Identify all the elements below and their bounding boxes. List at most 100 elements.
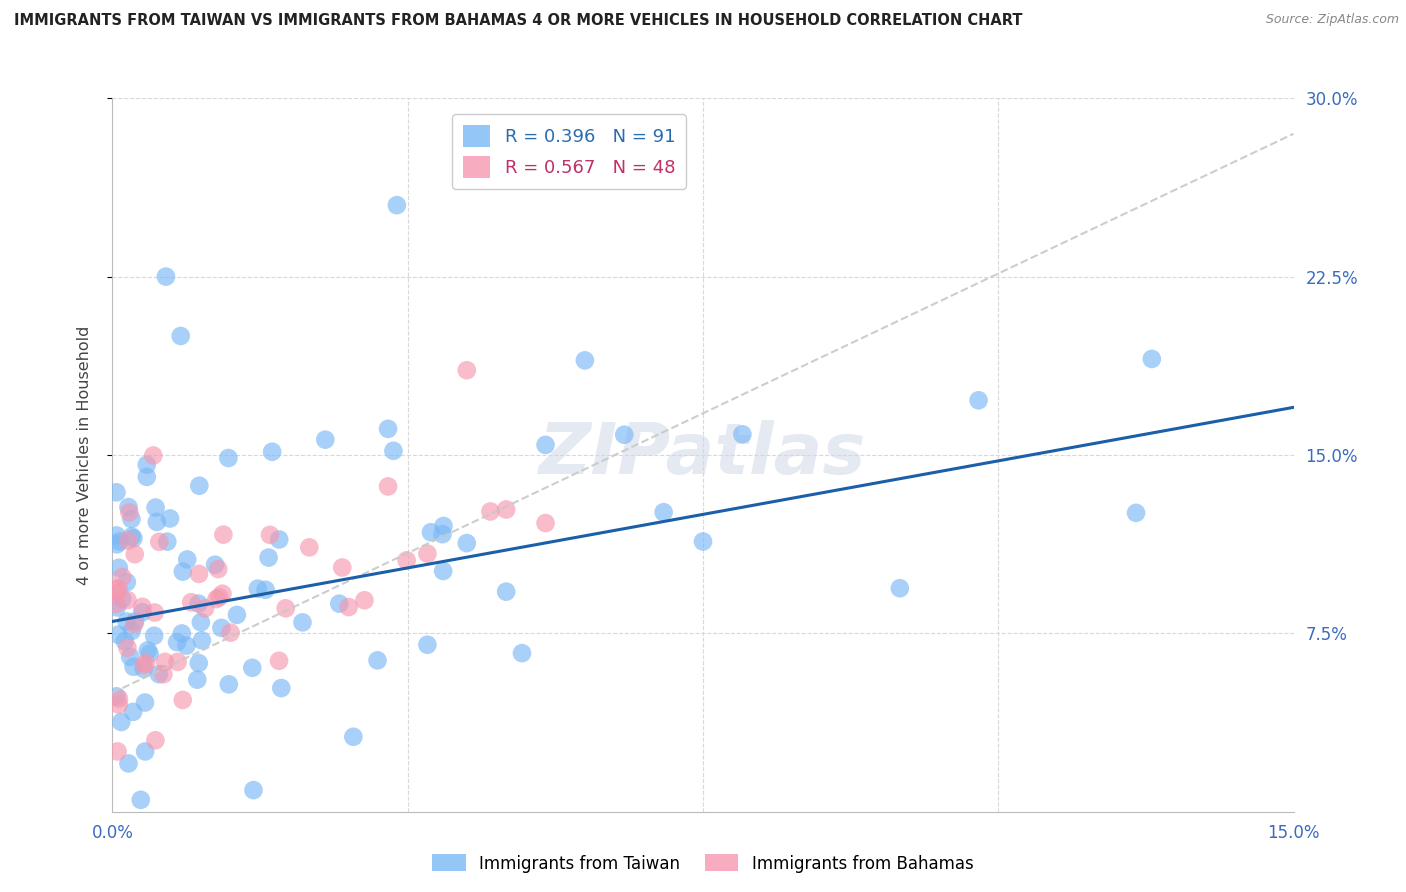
Point: [122, 659, 145, 673]
Point: [420, 525, 443, 540]
Point: [298, 541, 321, 555]
Point: [416, 638, 439, 652]
Point: [187, 597, 209, 611]
Point: [143, 606, 166, 620]
Point: [135, 458, 157, 472]
Point: [180, 595, 202, 609]
Point: [110, 714, 132, 729]
Legend: Immigrants from Taiwan, Immigrants from Bahamas: Immigrants from Taiwan, Immigrants from …: [426, 847, 980, 880]
Point: [187, 656, 209, 670]
Point: [136, 643, 159, 657]
Point: [107, 698, 129, 712]
Point: [395, 553, 418, 567]
Point: [257, 550, 280, 565]
Point: [1140, 351, 1163, 366]
Point: [246, 582, 269, 596]
Point: [188, 479, 211, 493]
Point: [105, 485, 128, 500]
Point: [172, 565, 194, 579]
Point: [134, 658, 156, 673]
Point: [115, 575, 138, 590]
Point: [967, 393, 990, 408]
Point: [152, 667, 174, 681]
Point: [270, 681, 292, 695]
Point: [134, 744, 156, 758]
Point: [148, 534, 170, 549]
Point: [153, 655, 176, 669]
Point: [105, 597, 128, 611]
Point: [143, 629, 166, 643]
Point: [510, 646, 533, 660]
Point: [120, 512, 142, 526]
Point: [212, 527, 235, 541]
Point: [416, 547, 439, 561]
Point: [186, 673, 208, 687]
Point: [131, 599, 153, 614]
Point: [159, 511, 181, 525]
Point: [105, 587, 128, 601]
Point: [114, 634, 136, 648]
Legend: R = 0.396   N = 91, R = 0.567   N = 48: R = 0.396 N = 91, R = 0.567 N = 48: [453, 114, 686, 189]
Point: [121, 624, 143, 638]
Point: [342, 730, 364, 744]
Point: [111, 592, 134, 607]
Point: [118, 505, 141, 519]
Point: [107, 744, 129, 758]
Point: [117, 533, 139, 548]
Point: [117, 756, 139, 771]
Point: [124, 547, 146, 561]
Point: [194, 601, 217, 615]
Point: [209, 621, 232, 635]
Point: [456, 536, 478, 550]
Point: [148, 667, 170, 681]
Point: [731, 427, 754, 442]
Point: [121, 529, 143, 543]
Point: [353, 593, 375, 607]
Point: [225, 607, 247, 622]
Point: [479, 504, 502, 518]
Point: [652, 505, 675, 519]
Point: [105, 600, 128, 615]
Point: [240, 661, 263, 675]
Point: [170, 329, 193, 343]
Point: [495, 584, 517, 599]
Point: [146, 515, 169, 529]
Point: [108, 691, 131, 706]
Point: [889, 581, 911, 595]
Point: [534, 438, 557, 452]
Point: [382, 443, 405, 458]
Point: [274, 601, 297, 615]
Point: [432, 527, 454, 541]
Point: [122, 705, 145, 719]
Point: [124, 615, 146, 629]
Point: [207, 562, 229, 576]
Point: [191, 633, 214, 648]
Point: [1125, 506, 1147, 520]
Point: [367, 653, 389, 667]
Point: [105, 582, 128, 596]
Point: [692, 534, 714, 549]
Point: [330, 560, 353, 574]
Point: [205, 592, 228, 607]
Point: [122, 616, 145, 631]
Point: [135, 656, 157, 670]
Point: [138, 647, 160, 661]
Point: [117, 640, 139, 655]
Point: [242, 783, 264, 797]
Point: [377, 422, 399, 436]
Point: [142, 449, 165, 463]
Point: [115, 615, 138, 629]
Point: [108, 534, 131, 549]
Point: [219, 625, 242, 640]
Point: [145, 500, 167, 515]
Point: [170, 626, 193, 640]
Point: [217, 450, 239, 465]
Point: [107, 582, 129, 596]
Point: [131, 605, 153, 619]
Point: [385, 198, 408, 212]
Point: [269, 533, 291, 547]
Point: [218, 677, 240, 691]
Point: [211, 587, 233, 601]
Point: [155, 269, 177, 284]
Point: [291, 615, 314, 630]
